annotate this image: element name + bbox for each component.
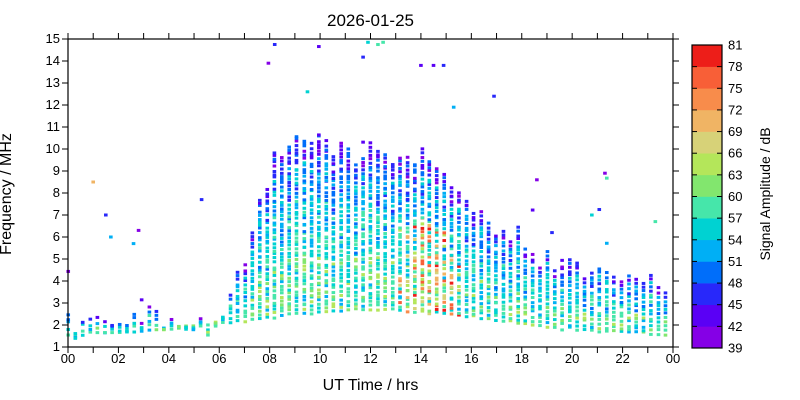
svg-text:12: 12 (363, 351, 377, 366)
svg-text:69: 69 (728, 124, 742, 139)
svg-text:00: 00 (61, 351, 75, 366)
svg-text:18: 18 (515, 351, 529, 366)
svg-text:63: 63 (728, 167, 742, 182)
svg-text:4: 4 (53, 273, 60, 288)
svg-text:72: 72 (728, 102, 742, 117)
svg-text:57: 57 (728, 211, 742, 226)
svg-text:10: 10 (46, 141, 60, 156)
svg-text:5: 5 (53, 251, 60, 266)
svg-text:75: 75 (728, 81, 742, 96)
svg-text:9: 9 (53, 163, 60, 178)
svg-text:06: 06 (212, 351, 226, 366)
svg-text:3: 3 (53, 295, 60, 310)
svg-text:60: 60 (728, 189, 742, 204)
svg-text:16: 16 (464, 351, 478, 366)
svg-text:42: 42 (728, 319, 742, 334)
svg-text:66: 66 (728, 146, 742, 161)
svg-text:04: 04 (162, 351, 176, 366)
svg-text:12: 12 (46, 97, 60, 112)
svg-text:22: 22 (615, 351, 629, 366)
svg-text:45: 45 (728, 297, 742, 312)
svg-text:48: 48 (728, 276, 742, 291)
svg-text:81: 81 (728, 38, 742, 53)
svg-text:13: 13 (46, 75, 60, 90)
svg-text:20: 20 (565, 351, 579, 366)
svg-text:10: 10 (313, 351, 327, 366)
svg-text:54: 54 (728, 232, 742, 247)
svg-text:7: 7 (53, 207, 60, 222)
svg-text:00: 00 (666, 351, 680, 366)
svg-text:78: 78 (728, 59, 742, 74)
svg-text:39: 39 (728, 341, 742, 356)
svg-text:14: 14 (414, 351, 428, 366)
svg-text:51: 51 (728, 254, 742, 269)
svg-text:14: 14 (46, 53, 60, 68)
svg-text:11: 11 (47, 119, 61, 134)
svg-text:15: 15 (46, 31, 60, 46)
svg-text:2: 2 (53, 317, 60, 332)
svg-text:8: 8 (53, 185, 60, 200)
svg-text:08: 08 (262, 351, 276, 366)
svg-text:6: 6 (53, 229, 60, 244)
svg-text:1: 1 (53, 339, 60, 354)
svg-text:02: 02 (111, 351, 125, 366)
